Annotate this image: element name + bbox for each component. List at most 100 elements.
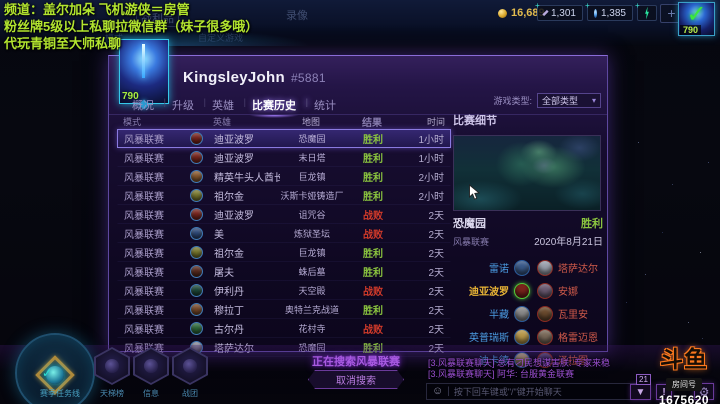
game-type-filter: 游戏类型: 全部类型 ▾ [493, 93, 601, 108]
red-team-hero-avatar [537, 259, 553, 276]
match-row[interactable]: 风暴联赛 迪亚波罗 末日塔 胜利 1小时 [117, 148, 451, 167]
boost-box[interactable]: + [635, 1, 657, 21]
map-name: 末日塔 [298, 153, 326, 163]
match-row[interactable]: 风暴联赛 美 炼狱圣坛 战败 2天 [117, 224, 451, 243]
red-team-hero-name[interactable]: 格雷迈恩 [558, 333, 598, 344]
nav-item-loot[interactable]: 战利品 [136, 9, 179, 27]
match-time: 2天 [428, 325, 444, 336]
col-result: 结果 [362, 118, 382, 129]
col-map: 地图 [301, 117, 320, 127]
shards-box[interactable]: + 1,385 [585, 1, 633, 21]
profile-tab[interactable]: 统计 [314, 99, 336, 112]
col-mode: 模式 [123, 117, 142, 127]
match-result: 战败 [363, 287, 383, 298]
blue-team-hero-name[interactable]: 迪亚波罗 [469, 287, 509, 298]
match-mode: 风暴联赛 [124, 287, 164, 298]
match-row[interactable]: 风暴联赛 祖尔金 巨龙镇 胜利 2天 [117, 243, 451, 262]
blue-team-hero-avatar [514, 282, 530, 299]
hero-avatar [190, 284, 203, 297]
cursor-icon [469, 184, 481, 200]
map-name: 巨龙镇 [298, 172, 326, 182]
match-time: 2天 [402, 340, 444, 355]
blue-team-hero-name[interactable]: 半藏 [489, 310, 509, 321]
match-row[interactable]: 风暴联赛 迪亚波罗 恐魔园 胜利 1小时 [117, 129, 451, 148]
match-time: 2天 [428, 230, 444, 241]
blue-team-hero-name[interactable]: 雷诺 [489, 264, 509, 275]
quest-complete-check-icon: ✓ [42, 366, 53, 380]
match-result: 胜利 [363, 135, 383, 146]
cancel-search-button[interactable]: 取消搜索 [308, 370, 404, 389]
player-portrait[interactable]: ✓ 790 [678, 1, 715, 36]
map-name: 恐魔园 [280, 341, 344, 354]
room-number-label: 房间号 [666, 378, 702, 391]
match-mode: 风暴联赛 [124, 268, 164, 279]
profile-tab[interactable]: 英雄 [203, 97, 246, 113]
top-bar: 战利品 录像 模式 自定义游戏 16,689 + 1,301 + 1,385 +… [0, 0, 720, 46]
match-time: 2小时 [418, 192, 444, 203]
match-row[interactable]: 风暴联赛 精英牛头人酋长 巨龙镇 胜利 2小时 [117, 167, 451, 186]
hero-name: 穆拉丁 [214, 306, 244, 317]
match-time: 2天 [428, 287, 444, 298]
blue-team-hero-avatar [514, 305, 530, 322]
room-number: 1675620 [658, 393, 710, 404]
hots-logo-button[interactable] [15, 333, 95, 404]
match-result: 胜利 [363, 249, 383, 260]
shards-amount: 1,385 [600, 7, 626, 19]
red-team-hero-name[interactable]: 瓦里安 [558, 310, 588, 321]
match-row[interactable]: 风暴联赛 迪亚波罗 诅咒谷 战败 2天 [117, 205, 451, 224]
red-team-hero-name[interactable]: 安娜 [558, 287, 578, 298]
stream-overlay-text: 频道：盖尔加朵 飞机游侠＝房管 粉丝牌5级以上私聊拉微信群（妹子很多哦） 代玩青… [4, 1, 258, 52]
chat-input[interactable] [453, 386, 634, 397]
match-row[interactable]: 风暴联赛 伊利丹 天空殿 战败 2天 [117, 281, 451, 300]
match-time: 2天 [428, 268, 444, 279]
gems-amount: 1,301 [550, 7, 576, 19]
boost-lightning-icon [645, 6, 649, 20]
match-row[interactable]: 风暴联赛 古尔丹 花村寺 战败 2天 [117, 319, 451, 338]
chat-message: [3.风暴联赛聊天] 总有刁民想谋害朕: 专家来稳 [428, 358, 611, 368]
portrait-level: 790 [680, 25, 702, 35]
match-result: 战败 [363, 230, 383, 241]
nexus-core-icon [46, 366, 64, 384]
buy-gems-icon[interactable]: + [535, 1, 540, 10]
hero-name: 塔萨达尔 [214, 340, 280, 355]
buy-shards-icon[interactable]: + [585, 1, 590, 10]
gems-box[interactable]: + 1,301 [535, 1, 583, 21]
map-name: 诅咒谷 [298, 210, 326, 220]
blue-team-hero-avatar [514, 351, 530, 368]
red-team-hero-name[interactable]: 塔萨达尔 [558, 264, 598, 275]
game-type-label: 游戏类型: [493, 96, 532, 106]
profile-avatar[interactable]: 790 [119, 39, 169, 110]
buy-boost-icon[interactable]: + [635, 1, 640, 10]
hero-name: 屠夫 [214, 268, 234, 279]
match-result: 胜利 [363, 173, 383, 184]
battletag-name: KingsleyJohn [183, 69, 285, 86]
red-team-hero-avatar [537, 282, 553, 299]
col-time: 时间 [426, 117, 445, 127]
notification-count-badge: 21 [636, 374, 651, 385]
details-title: 比赛细节 [453, 115, 497, 127]
match-row[interactable]: 风暴联赛 穆拉丁 奥特兰克战道 胜利 2天 [117, 300, 451, 319]
nav-item-replays[interactable]: 录像 [286, 10, 308, 22]
queue-status: 正在搜索风暴联赛 [312, 356, 400, 368]
blue-team-hero-name[interactable]: 迪卡德 [453, 352, 509, 367]
player-name: KingsleyJohn #5881 [183, 69, 326, 86]
profile-tab[interactable]: 升级 [163, 97, 206, 113]
blue-team-hero-name[interactable]: 英普瑞斯 [469, 333, 509, 344]
profile-tab[interactable]: 比赛历史 [243, 97, 308, 118]
blue-team-hero-avatar [514, 259, 530, 276]
profile-tab[interactable]: 概况 [123, 97, 166, 113]
map-name: 炼狱圣坛 [293, 229, 330, 239]
match-row[interactable]: 风暴联赛 祖尔金 沃斯卡娅铸造厂 胜利 2小时 [117, 186, 451, 205]
tabs-divider [109, 114, 607, 115]
red-team-hero-name[interactable]: 泽拉图 [558, 352, 603, 367]
game-type-dropdown[interactable]: 全部类型 ▾ [537, 93, 601, 108]
match-details-panel: 比赛细节 恐魔园 胜利 风暴联赛 2020年8月21日 雷诺 [453, 112, 603, 371]
chat-input-wrap: ☺ | [426, 383, 640, 400]
hero-avatar [190, 151, 203, 164]
profile-dialog: 790 KingsleyJohn #5881 概况升级英雄比赛历史统计 游戏类型:… [108, 39, 608, 368]
hero-name: 祖尔金 [214, 249, 244, 260]
battletag-number: #5881 [290, 71, 326, 85]
match-row[interactable]: 风暴联赛 屠夫 蛛后墓 胜利 2天 [117, 262, 451, 281]
emote-icon[interactable]: ☺ [432, 385, 444, 397]
match-row[interactable]: 风暴联赛 塔萨达尔 恐魔园 胜利 2天 [117, 338, 451, 357]
